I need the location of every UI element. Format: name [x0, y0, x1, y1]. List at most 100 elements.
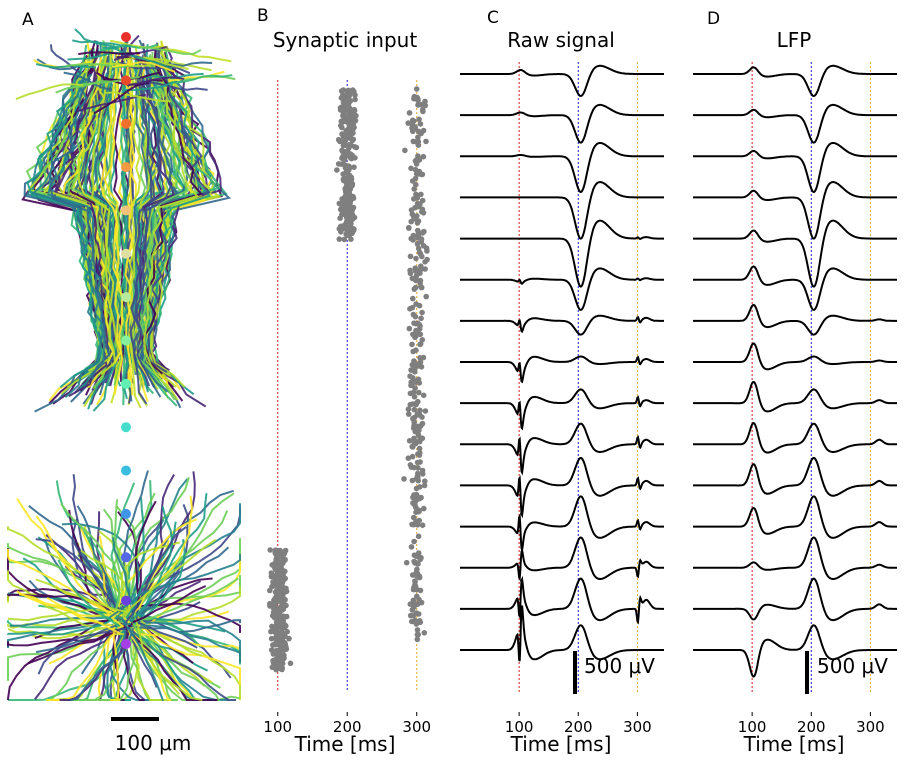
scale-bar-uv-d-label: 500 μV	[817, 654, 888, 678]
synaptic-input-point	[420, 153, 427, 160]
synaptic-input-point	[412, 424, 419, 431]
basal-dendrite	[122, 538, 217, 617]
panel-c-title: Raw signal	[507, 28, 615, 52]
synaptic-input-point	[414, 593, 420, 600]
synaptic-input-point	[409, 178, 416, 184]
panel-c-trace	[460, 536, 664, 582]
synaptic-input-point	[411, 320, 417, 327]
basal-dendrite	[124, 619, 241, 634]
electrode-dot	[121, 422, 131, 433]
synaptic-input-point	[408, 165, 414, 172]
synaptic-input-point	[414, 586, 420, 593]
synaptic-input-point	[346, 218, 353, 224]
synaptic-input-point	[411, 440, 418, 447]
synaptic-input-point	[409, 381, 415, 388]
synaptic-input-point	[414, 200, 421, 207]
synaptic-input-point	[412, 313, 419, 320]
basal-dendrite	[132, 585, 207, 624]
synaptic-input-point	[342, 137, 348, 144]
synaptic-input-point	[409, 304, 416, 311]
electrode-dot	[121, 75, 131, 86]
synaptic-input-point	[411, 552, 418, 558]
synaptic-input-point	[416, 321, 423, 328]
synaptic-input-point	[274, 550, 281, 556]
synaptic-input-point	[422, 102, 429, 109]
synaptic-input-point	[350, 120, 357, 127]
apical-dendrite	[140, 59, 189, 409]
synaptic-input-point	[418, 101, 424, 108]
synaptic-input-point	[409, 125, 415, 131]
synaptic-input-point	[417, 121, 424, 127]
synaptic-input-point	[409, 117, 416, 124]
synaptic-input-point	[424, 248, 430, 254]
apical-dendrite	[99, 51, 122, 365]
tuft-dendrite	[168, 70, 225, 82]
synaptic-input-point	[277, 623, 284, 629]
synaptic-input-point	[352, 92, 358, 98]
panel-c-xlabel: Time [ms]	[510, 732, 612, 756]
synaptic-input-point	[411, 435, 417, 442]
panel-b-synaptic-input: 100 200 300	[263, 80, 431, 736]
synaptic-input-point	[278, 559, 285, 565]
synaptic-input-point	[416, 389, 422, 396]
panel-c-tick-label: 100	[505, 718, 534, 736]
synaptic-input-point	[416, 157, 423, 163]
synaptic-input-point	[287, 660, 294, 667]
synaptic-input-point	[340, 171, 347, 177]
synaptic-input-point	[348, 183, 354, 189]
synaptic-input-point	[418, 236, 425, 242]
basal-dendrite	[57, 559, 121, 628]
synaptic-input-point	[345, 150, 352, 156]
synaptic-input-point	[413, 400, 420, 407]
panel-c-trace	[460, 355, 664, 384]
synaptic-input-point	[349, 137, 356, 144]
panel-c-trace	[460, 103, 664, 144]
apical-dendrite	[135, 42, 172, 368]
synaptic-input-point	[274, 597, 281, 604]
synaptic-input-point	[418, 599, 425, 606]
basal-dendrite	[128, 495, 194, 617]
synaptic-input-point	[411, 365, 418, 372]
synaptic-input-point	[414, 627, 421, 633]
basal-dendrite	[60, 503, 121, 625]
panel-d-lfp: 100 200 300	[693, 62, 897, 736]
synaptic-input-point	[407, 267, 413, 274]
panel-c-trace	[460, 219, 664, 288]
basal-dendrite	[64, 565, 130, 615]
synaptic-input-point	[418, 315, 424, 322]
tuft-dendrite	[112, 61, 176, 73]
synaptic-input-point	[417, 277, 424, 284]
tuft-dendrite	[122, 57, 189, 71]
basal-dendrite	[123, 526, 187, 625]
panel-c-trace	[460, 180, 664, 240]
panel-d-trace	[693, 265, 897, 311]
synaptic-input-point	[419, 420, 426, 427]
synaptic-input-point	[417, 266, 424, 273]
synaptic-input-point	[412, 578, 418, 585]
synaptic-input-point	[337, 107, 344, 113]
synaptic-input-point	[277, 588, 283, 595]
synaptic-input-point	[340, 87, 347, 93]
synaptic-input-point	[339, 205, 345, 211]
basal-dendrite	[134, 500, 157, 612]
synaptic-input-point	[415, 376, 422, 383]
synaptic-input-point	[340, 99, 347, 106]
synaptic-input-point	[419, 471, 426, 477]
panel-b-tick-label: 100	[263, 718, 292, 736]
basal-dendrite	[7, 549, 120, 617]
synaptic-input-point	[274, 560, 281, 566]
synaptic-input-point	[284, 628, 291, 635]
synaptic-input-point	[402, 147, 408, 154]
synaptic-input-point	[412, 216, 419, 222]
panel-c-trace	[460, 422, 664, 476]
basal-dendrite	[108, 553, 241, 619]
panel-c-trace	[460, 267, 664, 311]
panel-c-trace	[460, 64, 664, 98]
synaptic-input-point	[338, 229, 344, 235]
basal-dendrite	[124, 619, 241, 656]
synaptic-input-point	[421, 630, 428, 636]
synaptic-input-point	[410, 597, 417, 604]
panel-c-trace	[460, 575, 664, 625]
synaptic-input-point	[280, 613, 287, 620]
synaptic-input-point	[409, 453, 416, 460]
